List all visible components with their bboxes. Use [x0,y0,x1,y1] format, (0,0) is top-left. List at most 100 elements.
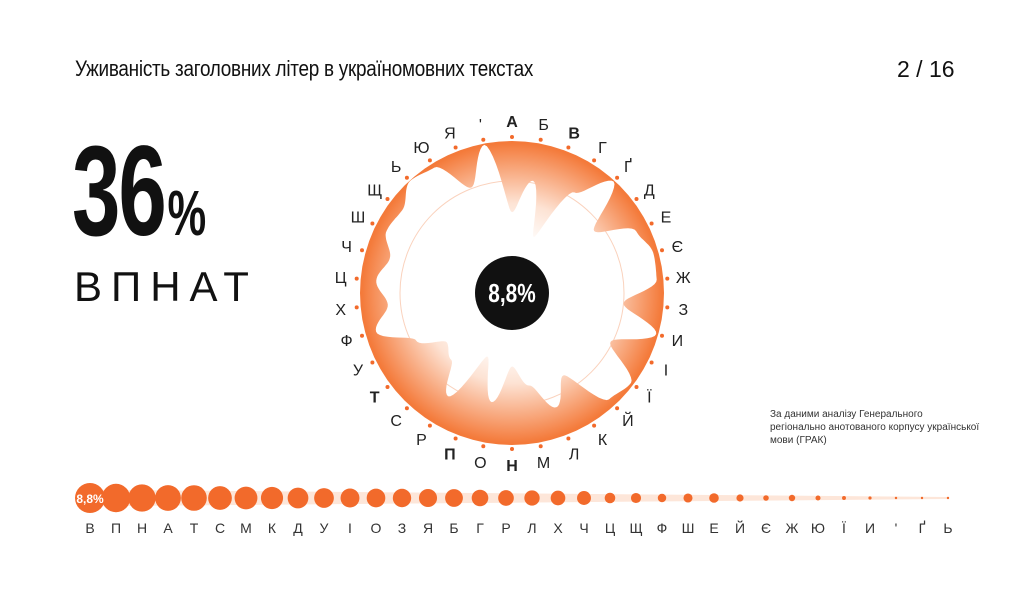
ring-dot [615,406,620,411]
ring-label: ' [479,117,482,134]
ring-dot [385,197,390,201]
bubble [392,488,412,508]
ring-dot [566,145,571,150]
bubble-label: Л [527,520,536,536]
bubble [630,492,642,504]
bubble [815,495,821,501]
ring-dot [634,385,639,389]
ring-dot [427,158,432,163]
bubble-label: Д [293,520,303,536]
ring-dot [370,221,375,226]
page-indicator: 2 / 16 [897,56,955,82]
source-note: За даними аналізу Генерального регіональ… [770,409,980,446]
ring-label: Н [506,458,518,475]
bubble-label: Я [423,520,433,536]
bubble [550,490,566,506]
bubble [234,486,258,510]
ring-dot [427,423,432,428]
bubble [946,496,950,500]
bubble [736,494,744,502]
ring-label: Я [444,126,456,143]
ring-dot [592,423,597,428]
bubble [842,496,846,500]
ring-label: К [598,432,608,449]
ring-dot [453,145,458,150]
bubble-label: М [240,520,252,536]
first-bubble-value: 8,8% [76,492,104,506]
bubble [683,493,693,503]
bubble [498,490,514,506]
ring-dot [481,137,486,142]
ring-dot [538,137,543,142]
bubble [868,496,872,500]
bubble [260,486,284,510]
bubble-label: Х [553,520,563,536]
ring-dot [592,158,597,163]
bubble-label: П [111,520,121,536]
bubble-label: К [268,520,277,536]
bubble [445,489,463,507]
ring-label: Ш [351,209,366,226]
ring-dot [634,197,639,201]
ring-label: З [678,302,688,319]
ring-label: О [474,455,486,472]
bubble-label: Ф [657,520,668,536]
ring-dot [660,333,664,338]
ring-dot [510,447,514,451]
bubble [657,493,667,503]
ring-label: Ї [647,389,652,407]
ring-dot [354,305,359,310]
bubble-label: У [320,520,329,536]
bubble [340,488,360,508]
bubble-label: Е [709,520,718,536]
bubble-label: Щ [629,520,642,536]
ring-dot [360,248,364,253]
bubble [709,493,719,503]
ring-label: Ж [676,270,691,287]
bubble [181,485,207,511]
ring-label: Ю [413,140,429,157]
bubble [604,492,616,504]
bubble [471,489,489,507]
center-disk [475,256,549,330]
ring-dot [649,360,654,365]
bubble-label: Ь [943,520,952,536]
ring-dot [665,276,670,281]
bubble-label: Ц [605,520,616,536]
bubble-label: Є [761,520,771,536]
ring-dot [538,444,543,449]
ring-dot [453,436,458,441]
ring-label: Х [335,302,346,319]
ring-dot [566,436,571,441]
bubble-label: Р [501,520,510,536]
ring-label: Є [672,239,684,256]
bubble-label: Н [137,520,147,536]
ring-label: Г [598,140,607,157]
bubble [101,483,131,513]
ring-label: А [506,114,518,131]
ring-label: М [537,455,550,472]
bubble [524,490,540,506]
big-percent-symbol: % [167,177,206,249]
bubble-label: Г [476,520,484,536]
bubble [920,496,924,500]
ring-label: Т [370,390,380,407]
bubble [287,487,309,509]
ring-dot [660,248,664,253]
bubble-label: С [215,520,225,536]
ring-label: Л [569,446,580,463]
bubble [75,483,105,513]
bubble-label: Й [735,519,745,536]
ring-dot [510,135,514,139]
bubble [763,495,769,501]
bubble-label: Ч [579,520,588,536]
ring-label: Ч [341,239,352,256]
page-title: Уживаність заголовних літер в україномов… [75,56,534,81]
ring-label: Е [661,209,672,226]
bubble-label: Ю [811,520,825,536]
ring-label: Й [622,411,634,430]
ring-label: І [664,363,668,380]
big-percent-value: 36 [72,120,167,263]
bubble [418,488,438,508]
